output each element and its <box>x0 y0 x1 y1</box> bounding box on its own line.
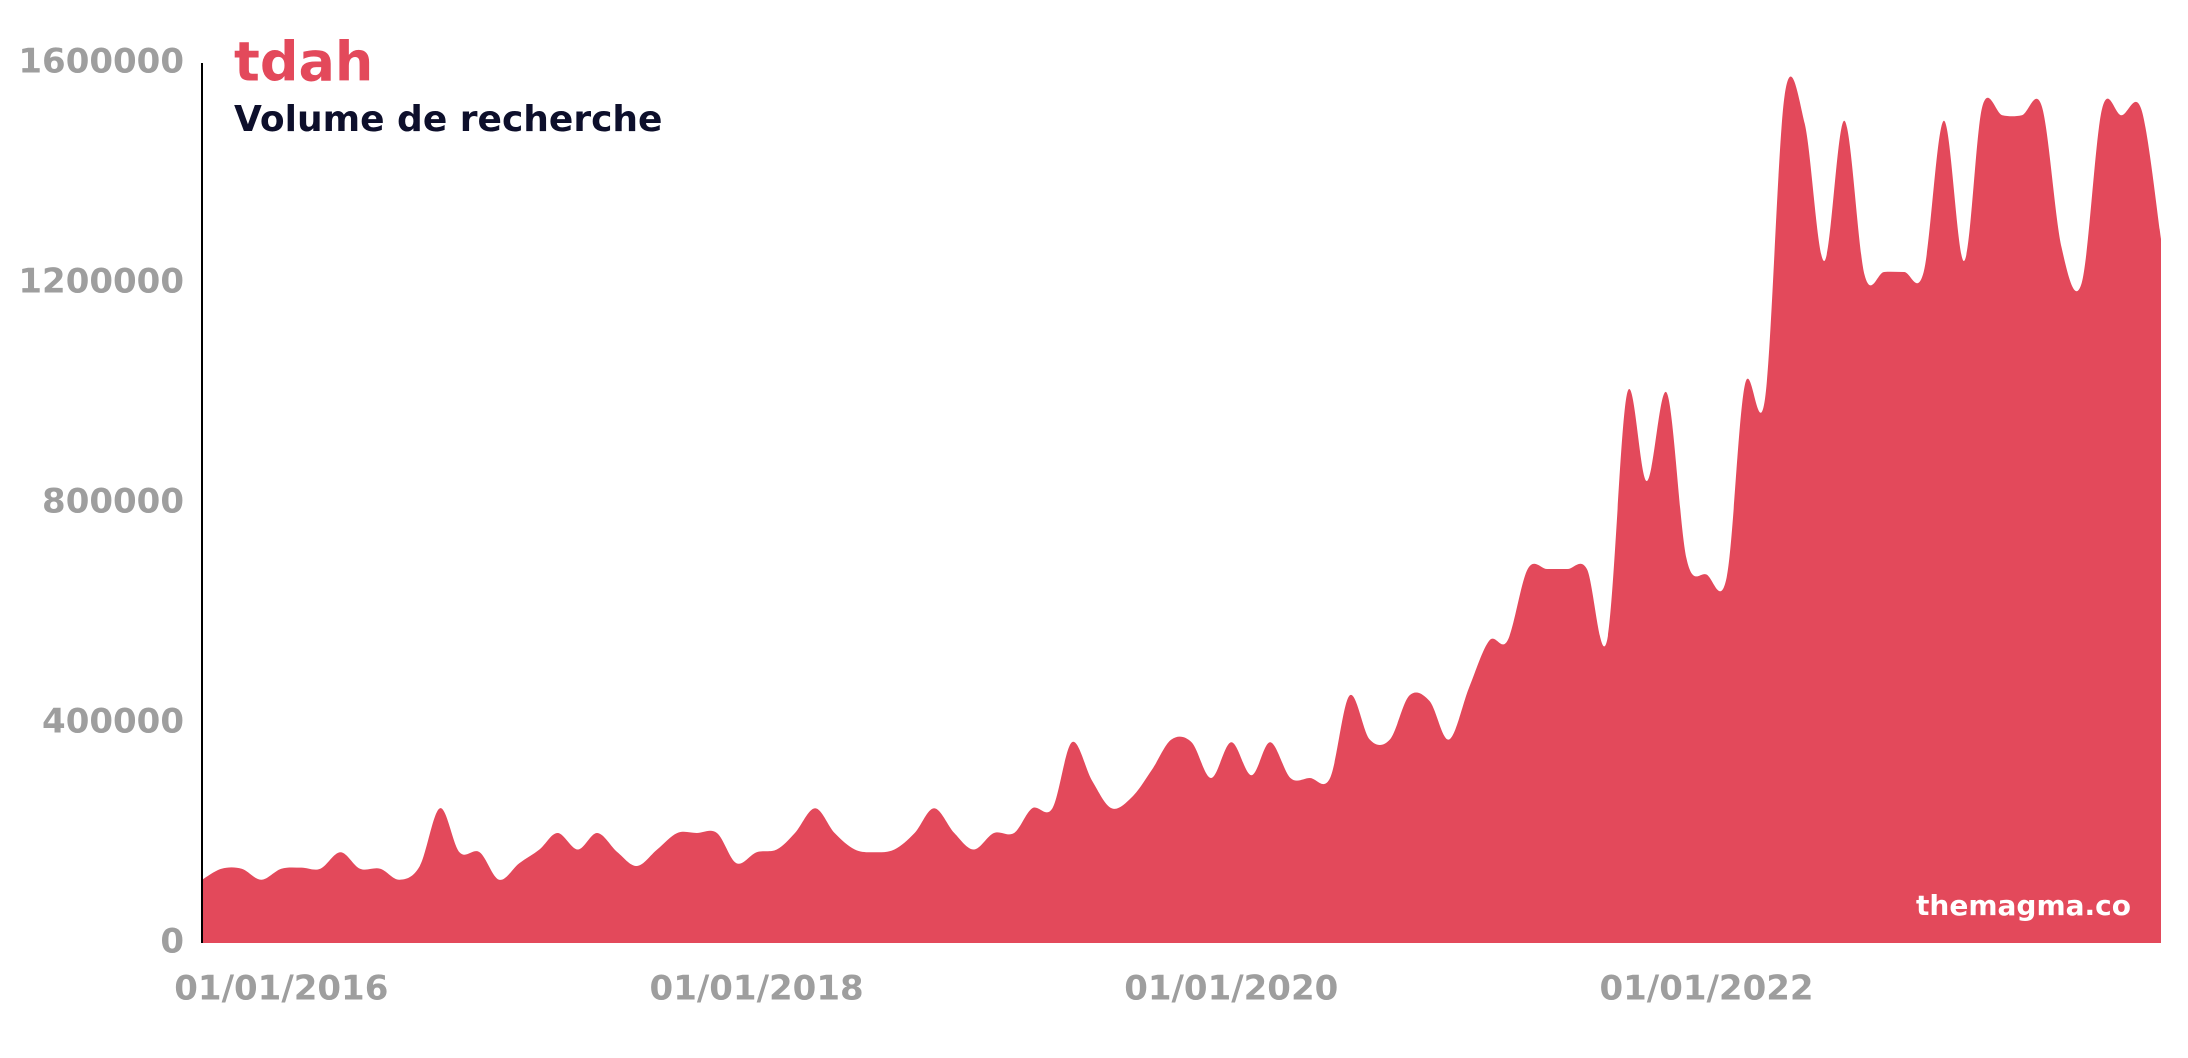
y-tick-label: 1600000 <box>18 42 184 82</box>
x-tick-label: 01/01/2022 <box>1599 969 1813 1009</box>
x-tick-label: 01/01/2020 <box>1124 969 1338 1009</box>
watermark: themagma.co <box>1916 889 2131 922</box>
y-tick-label: 0 <box>160 922 184 962</box>
y-tick-label: 800000 <box>42 482 184 522</box>
chart-subtitle: Volume de recherche <box>234 99 662 140</box>
x-tick-label: 01/01/2018 <box>650 969 864 1009</box>
x-tick-label: 01/01/2016 <box>174 969 388 1009</box>
y-tick-label: 1200000 <box>18 262 184 302</box>
chart-title: tdah <box>234 31 373 94</box>
y-tick-label: 400000 <box>42 702 184 742</box>
area <box>202 76 2161 944</box>
